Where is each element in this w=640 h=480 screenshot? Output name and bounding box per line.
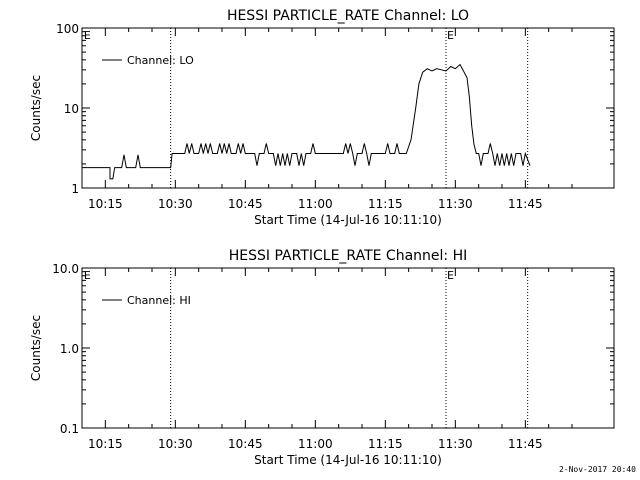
x-tick-label: 10:15 bbox=[88, 197, 123, 211]
event-marker: E bbox=[447, 269, 454, 282]
y-tick-label: 10.0 bbox=[52, 262, 79, 276]
timestamp: 2-Nov-2017 20:40 bbox=[558, 465, 636, 474]
x-tick-label: 11:30 bbox=[438, 197, 473, 211]
x-tick-label: 10:30 bbox=[158, 197, 193, 211]
x-tick-label: 10:45 bbox=[228, 197, 263, 211]
y-tick-label: 100 bbox=[56, 22, 79, 36]
x-tick-label: 10:30 bbox=[158, 437, 193, 451]
x-tick-label: 11:15 bbox=[368, 437, 403, 451]
x-tick-label: 11:30 bbox=[438, 437, 473, 451]
x-tick-label: 10:15 bbox=[88, 437, 123, 451]
x-tick-label: 11:00 bbox=[298, 197, 333, 211]
y-axis-label: Counts/sec bbox=[29, 315, 43, 381]
event-marker: E bbox=[447, 29, 454, 42]
y-tick-label: 1 bbox=[71, 182, 79, 196]
plot-frame bbox=[81, 267, 615, 429]
legend-label: Channel: HI bbox=[127, 294, 191, 307]
x-axis-label: Start Time (14-Jul-16 10:11:10) bbox=[254, 213, 442, 227]
event-marker: E bbox=[84, 269, 91, 282]
x-tick-label: 11:15 bbox=[368, 197, 403, 211]
chart-title: HESSI PARTICLE_RATE Channel: LO bbox=[227, 8, 469, 24]
chart-title: HESSI PARTICLE_RATE Channel: HI bbox=[229, 248, 467, 264]
plot-frame bbox=[81, 27, 615, 189]
x-tick-label: 11:00 bbox=[298, 437, 333, 451]
y-tick-label: 10 bbox=[64, 102, 79, 116]
x-axis-label: Start Time (14-Jul-16 10:11:10) bbox=[254, 453, 442, 467]
series-line bbox=[82, 63, 531, 180]
y-tick-label: 1.0 bbox=[60, 342, 79, 356]
x-tick-label: 10:45 bbox=[228, 437, 263, 451]
x-tick-label: 11:45 bbox=[508, 437, 543, 451]
x-tick-label: 11:45 bbox=[508, 197, 543, 211]
legend-label: Channel: LO bbox=[127, 54, 194, 67]
y-tick-label: 0.1 bbox=[60, 422, 79, 436]
y-axis-label: Counts/sec bbox=[29, 75, 43, 141]
event-marker: E bbox=[84, 29, 91, 42]
